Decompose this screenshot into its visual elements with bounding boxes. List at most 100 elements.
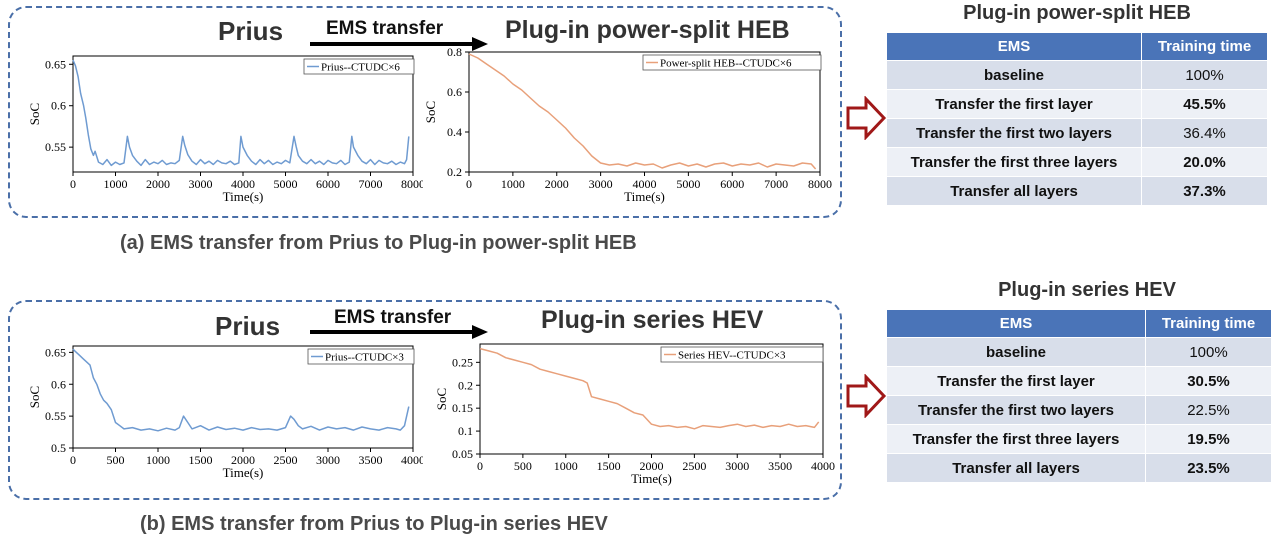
y-tick-label: 0.6: [51, 99, 66, 113]
legend-box: [642, 54, 822, 71]
x-tick-label: 6000: [316, 177, 340, 191]
y-tick-label: 0.65: [45, 57, 66, 71]
y-tick-label: 0.15: [452, 401, 473, 415]
x-tick-label: 3500: [359, 453, 383, 467]
x-tick-label: 0: [70, 177, 76, 191]
red-arrow-icon: [846, 96, 887, 140]
y-tick-label: 0.5: [51, 441, 66, 455]
chart-powersplit-soc: 0 1000 2000 3000 4000 5000 6000 7000 8000 0.2 0.4 0…: [425, 45, 832, 204]
x-axis-label: Time(s): [223, 465, 264, 480]
table-row: Transfer the first layer 30.5%: [886, 366, 1272, 396]
table-b-title: Plug-in series HEV: [998, 279, 1176, 301]
y-tick-label: 0.05: [452, 447, 473, 461]
table-row: Transfer the first two layers 22.5%: [886, 395, 1272, 425]
y-tick-label: 0.4: [447, 125, 462, 139]
x-tick-label: 1500: [189, 453, 213, 467]
x-tick-label: 5000: [274, 177, 298, 191]
y-tick-label: 0.55: [45, 409, 66, 423]
x-tick-label: 4000: [811, 459, 835, 473]
column-header-training-time: Training time: [1145, 309, 1272, 338]
x-tick-label: 8000: [808, 177, 832, 191]
legend-label: Prius--CTUDC×6: [321, 62, 400, 74]
x-axis-label: Time(s): [624, 189, 665, 204]
x-tick-label: 2000: [640, 459, 664, 473]
x-tick-label: 4000: [401, 453, 423, 467]
y-tick-label: 0.8: [447, 45, 462, 59]
time-cell: 37.3%: [1141, 176, 1268, 206]
x-tick-label: 3000: [189, 177, 213, 191]
ems-cell: Transfer all layers: [886, 176, 1142, 206]
panel-b-right-title: Plug-in series HEV: [541, 306, 764, 334]
panel-a-transfer-arrow: [310, 37, 488, 51]
x-tick-label: 8000: [401, 177, 423, 191]
x-axis-label: Time(s): [631, 471, 672, 486]
ems-cell: Transfer all layers: [886, 453, 1146, 483]
table-row: baseline 100%: [886, 60, 1268, 90]
table-row: Transfer the first three layers 20.0%: [886, 147, 1268, 177]
panel-b-arrow-label: EMS transfer: [334, 307, 452, 328]
x-axis-label: Time(s): [223, 189, 264, 204]
x-tick-label: 3000: [725, 459, 749, 473]
legend-box: [660, 346, 824, 363]
y-tick-label: 0.25: [452, 355, 473, 369]
ems-cell: baseline: [886, 337, 1146, 367]
x-tick-label: 2000: [146, 177, 170, 191]
column-header-ems: EMS: [886, 32, 1142, 61]
x-tick-label: 3500: [768, 459, 792, 473]
y-axis-label: SoC: [27, 103, 42, 125]
panel-a-left-title: Prius: [218, 16, 284, 46]
training-time-table-a: EMS Training time baseline 100% Transfer …: [886, 32, 1268, 206]
chart-prius-soc-b: 0 500 1000 1500 2000 2500 3000 3500 4000 0.5 0.55 0…: [27, 345, 423, 480]
x-tick-label: 5000: [676, 177, 700, 191]
time-cell-best: 19.5%: [1145, 424, 1272, 454]
ems-cell: Transfer the first layer: [886, 89, 1142, 119]
x-tick-label: 2500: [682, 459, 706, 473]
time-cell: 100%: [1145, 337, 1272, 367]
chart-series-hev-soc: 0 500 1000 1500 2000 2500 3000 3500 4000 0.05 0.1 0…: [434, 343, 835, 486]
time-cell: 30.5%: [1145, 366, 1272, 396]
panel-a-arrow-label: EMS transfer: [326, 18, 444, 39]
chart-prius-soc-a: 0 1000 2000 3000 4000 5000 6000 7000 8000 0.55 0.6…: [27, 55, 423, 204]
panel-b-transfer-arrow: [310, 325, 488, 339]
panel-a-frame: [8, 6, 842, 218]
y-tick-label: 0.65: [45, 345, 66, 359]
legend-box: [307, 348, 415, 365]
ems-cell: Transfer the first two layers: [886, 395, 1146, 425]
x-tick-label: 4000: [633, 177, 657, 191]
ems-cell: Transfer the first two layers: [886, 118, 1142, 148]
y-tick-label: 0.2: [447, 165, 462, 179]
x-tick-label: 0: [70, 453, 76, 467]
table-row: baseline 100%: [886, 337, 1272, 367]
time-cell: 23.5%: [1145, 453, 1272, 483]
column-header-training-time: Training time: [1141, 32, 1268, 61]
y-axis-label: SoC: [27, 386, 42, 408]
x-tick-label: 3000: [316, 453, 340, 467]
training-time-table-b: EMS Training time baseline 100% Transfer …: [886, 309, 1272, 483]
x-tick-label: 2500: [274, 453, 298, 467]
x-tick-label: 0: [477, 459, 483, 473]
legend-label: Prius--CTUDC×3: [325, 352, 404, 364]
legend-label: Power-split HEB--CTUDC×6: [660, 58, 792, 70]
table-row: Transfer the first three layers 19.5%: [886, 424, 1272, 454]
y-tick-label: 0.6: [447, 85, 462, 99]
y-tick-label: 0.6: [51, 377, 66, 391]
legend-box: [303, 58, 415, 75]
panel-b-frame: [8, 300, 842, 500]
table-row: Transfer the first layer 45.5%: [886, 89, 1268, 119]
y-tick-label: 0.1: [458, 424, 473, 438]
x-tick-label: 1000: [501, 177, 525, 191]
panel-a-right-title: Plug-in power-split HEB: [505, 16, 790, 44]
ems-cell: Transfer the first three layers: [886, 424, 1146, 454]
table-row: Transfer all layers 23.5%: [886, 453, 1272, 483]
series-line: [479, 347, 820, 430]
x-tick-label: 2000: [231, 453, 255, 467]
x-tick-label: 7000: [764, 177, 788, 191]
panel-a-caption: (a) EMS transfer from Prius to Plug-in p…: [120, 232, 637, 254]
time-cell: 22.5%: [1145, 395, 1272, 425]
x-tick-label: 500: [107, 453, 125, 467]
series-line: [72, 59, 410, 167]
time-cell: 100%: [1141, 60, 1268, 90]
x-tick-label: 3000: [589, 177, 613, 191]
series-line: [72, 348, 410, 432]
x-tick-label: 7000: [359, 177, 383, 191]
